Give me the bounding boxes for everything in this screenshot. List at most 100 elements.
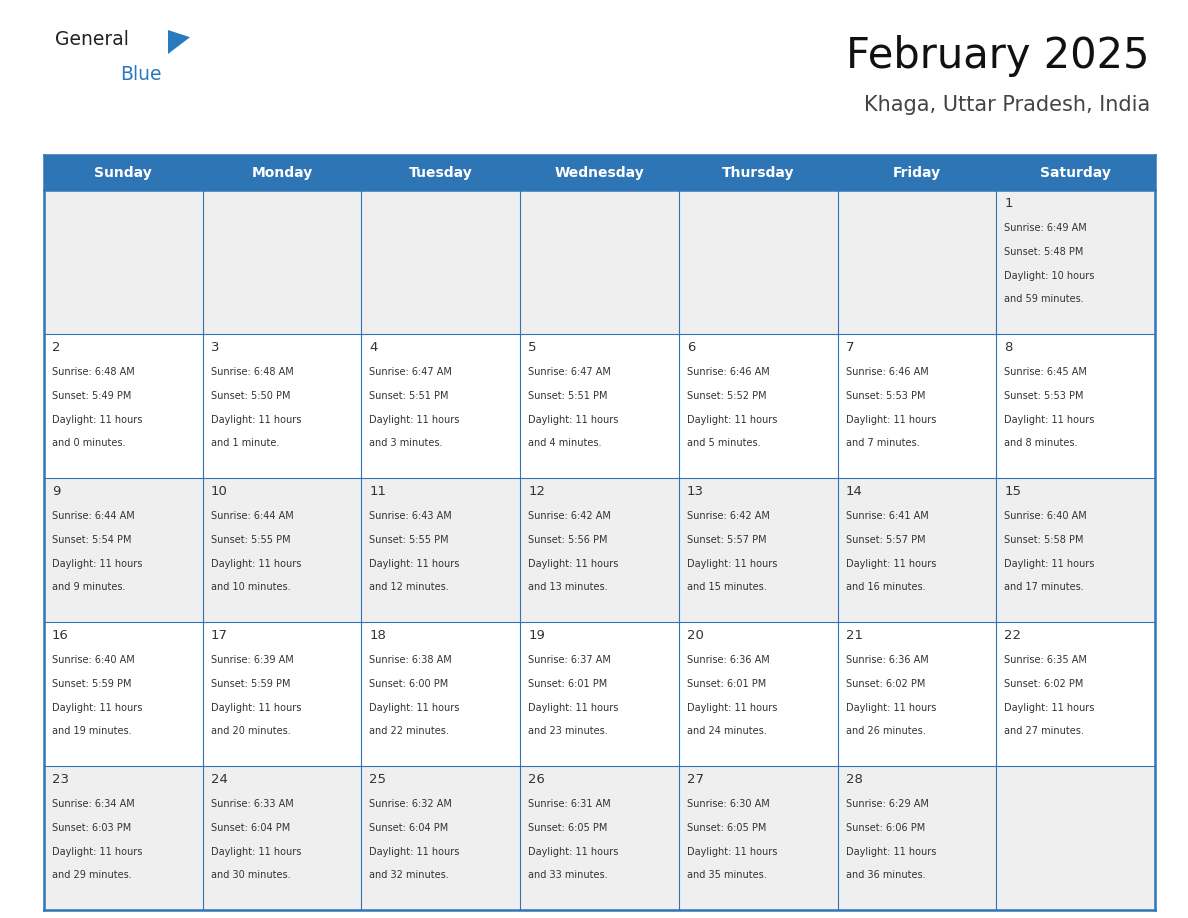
Text: Khaga, Uttar Pradesh, India: Khaga, Uttar Pradesh, India	[864, 95, 1150, 115]
Text: and 29 minutes.: and 29 minutes.	[52, 870, 132, 880]
Bar	[838, 190, 997, 334]
Text: Sunrise: 6:36 AM: Sunrise: 6:36 AM	[687, 655, 770, 666]
Bar	[678, 334, 838, 478]
Text: 13: 13	[687, 486, 703, 498]
Bar	[997, 190, 1155, 334]
Bar	[838, 622, 997, 766]
Text: Wednesday: Wednesday	[555, 165, 644, 180]
Bar	[203, 766, 361, 910]
Text: 16: 16	[52, 629, 69, 643]
Bar	[997, 478, 1155, 622]
Text: Daylight: 11 hours: Daylight: 11 hours	[687, 702, 777, 712]
Text: Daylight: 11 hours: Daylight: 11 hours	[687, 559, 777, 568]
Text: Sunset: 6:04 PM: Sunset: 6:04 PM	[369, 823, 449, 833]
Text: Sunrise: 6:41 AM: Sunrise: 6:41 AM	[846, 511, 928, 521]
Text: and 3 minutes.: and 3 minutes.	[369, 439, 443, 448]
Text: Monday: Monday	[252, 165, 312, 180]
Text: Sunset: 6:01 PM: Sunset: 6:01 PM	[529, 679, 607, 688]
Text: 6: 6	[687, 341, 695, 354]
Text: Daylight: 11 hours: Daylight: 11 hours	[1004, 702, 1094, 712]
Bar	[361, 478, 520, 622]
Text: Sunrise: 6:42 AM: Sunrise: 6:42 AM	[529, 511, 611, 521]
Text: Sunrise: 6:36 AM: Sunrise: 6:36 AM	[846, 655, 928, 666]
Text: and 33 minutes.: and 33 minutes.	[529, 870, 608, 880]
Text: 2: 2	[52, 341, 61, 354]
Text: and 10 minutes.: and 10 minutes.	[210, 582, 290, 592]
Text: 11: 11	[369, 486, 386, 498]
Text: Sunrise: 6:42 AM: Sunrise: 6:42 AM	[687, 511, 770, 521]
Text: Sunrise: 6:47 AM: Sunrise: 6:47 AM	[529, 367, 611, 377]
Bar	[203, 478, 361, 622]
Text: Sunset: 5:56 PM: Sunset: 5:56 PM	[529, 535, 607, 545]
Text: Daylight: 11 hours: Daylight: 11 hours	[846, 559, 936, 568]
Bar	[361, 334, 520, 478]
Text: Sunset: 6:05 PM: Sunset: 6:05 PM	[687, 823, 766, 833]
Text: 3: 3	[210, 341, 219, 354]
Text: Thursday: Thursday	[722, 165, 795, 180]
Text: Sunset: 5:49 PM: Sunset: 5:49 PM	[52, 391, 132, 401]
Text: and 9 minutes.: and 9 minutes.	[52, 582, 126, 592]
Bar	[361, 766, 520, 910]
Bar	[520, 190, 678, 334]
Text: Sunset: 6:00 PM: Sunset: 6:00 PM	[369, 679, 449, 688]
Bar	[361, 190, 520, 334]
Text: Sunrise: 6:39 AM: Sunrise: 6:39 AM	[210, 655, 293, 666]
Text: Daylight: 11 hours: Daylight: 11 hours	[1004, 559, 1094, 568]
Text: Daylight: 11 hours: Daylight: 11 hours	[52, 559, 143, 568]
Text: Daylight: 11 hours: Daylight: 11 hours	[846, 415, 936, 425]
Text: Sunset: 5:57 PM: Sunset: 5:57 PM	[846, 535, 925, 545]
Text: Daylight: 11 hours: Daylight: 11 hours	[210, 702, 301, 712]
Text: Sunrise: 6:45 AM: Sunrise: 6:45 AM	[1004, 367, 1087, 377]
Text: Tuesday: Tuesday	[409, 165, 473, 180]
Text: 15: 15	[1004, 486, 1022, 498]
Text: Sunrise: 6:47 AM: Sunrise: 6:47 AM	[369, 367, 453, 377]
Bar	[678, 766, 838, 910]
Bar	[44, 478, 203, 622]
Text: Sunset: 5:55 PM: Sunset: 5:55 PM	[369, 535, 449, 545]
Text: Daylight: 11 hours: Daylight: 11 hours	[846, 702, 936, 712]
Text: General: General	[55, 30, 128, 49]
Text: Sunset: 6:02 PM: Sunset: 6:02 PM	[846, 679, 925, 688]
Text: and 24 minutes.: and 24 minutes.	[687, 726, 766, 736]
Text: and 5 minutes.: and 5 minutes.	[687, 439, 760, 448]
Text: 8: 8	[1004, 341, 1012, 354]
Text: Sunset: 6:04 PM: Sunset: 6:04 PM	[210, 823, 290, 833]
Bar	[838, 478, 997, 622]
Text: Sunrise: 6:48 AM: Sunrise: 6:48 AM	[52, 367, 134, 377]
Text: 5: 5	[529, 341, 537, 354]
Text: and 36 minutes.: and 36 minutes.	[846, 870, 925, 880]
Text: 23: 23	[52, 773, 69, 786]
Text: 18: 18	[369, 629, 386, 643]
Text: Sunrise: 6:29 AM: Sunrise: 6:29 AM	[846, 800, 928, 809]
Text: Sunset: 5:55 PM: Sunset: 5:55 PM	[210, 535, 290, 545]
Bar	[997, 622, 1155, 766]
Text: Sunrise: 6:44 AM: Sunrise: 6:44 AM	[210, 511, 293, 521]
Text: Sunrise: 6:44 AM: Sunrise: 6:44 AM	[52, 511, 134, 521]
Text: Sunrise: 6:40 AM: Sunrise: 6:40 AM	[1004, 511, 1087, 521]
Polygon shape	[168, 30, 190, 54]
Text: 9: 9	[52, 486, 61, 498]
Text: 24: 24	[210, 773, 228, 786]
Text: 19: 19	[529, 629, 545, 643]
Text: Sunrise: 6:38 AM: Sunrise: 6:38 AM	[369, 655, 453, 666]
Text: Sunrise: 6:46 AM: Sunrise: 6:46 AM	[846, 367, 928, 377]
Bar	[203, 334, 361, 478]
Text: Daylight: 11 hours: Daylight: 11 hours	[52, 846, 143, 856]
Text: Sunrise: 6:35 AM: Sunrise: 6:35 AM	[1004, 655, 1087, 666]
Text: Sunset: 5:51 PM: Sunset: 5:51 PM	[369, 391, 449, 401]
Bar	[678, 190, 838, 334]
Text: Daylight: 11 hours: Daylight: 11 hours	[1004, 415, 1094, 425]
Text: 1: 1	[1004, 197, 1012, 210]
Text: Sunset: 6:02 PM: Sunset: 6:02 PM	[1004, 679, 1083, 688]
Text: Sunset: 5:48 PM: Sunset: 5:48 PM	[1004, 247, 1083, 257]
Bar	[520, 622, 678, 766]
Bar	[361, 622, 520, 766]
Text: Daylight: 11 hours: Daylight: 11 hours	[369, 559, 460, 568]
Text: 20: 20	[687, 629, 703, 643]
Bar	[203, 622, 361, 766]
Bar	[44, 766, 203, 910]
Text: and 20 minutes.: and 20 minutes.	[210, 726, 290, 736]
Text: Sunset: 5:51 PM: Sunset: 5:51 PM	[529, 391, 607, 401]
Bar	[203, 190, 361, 334]
Text: Sunrise: 6:34 AM: Sunrise: 6:34 AM	[52, 800, 134, 809]
